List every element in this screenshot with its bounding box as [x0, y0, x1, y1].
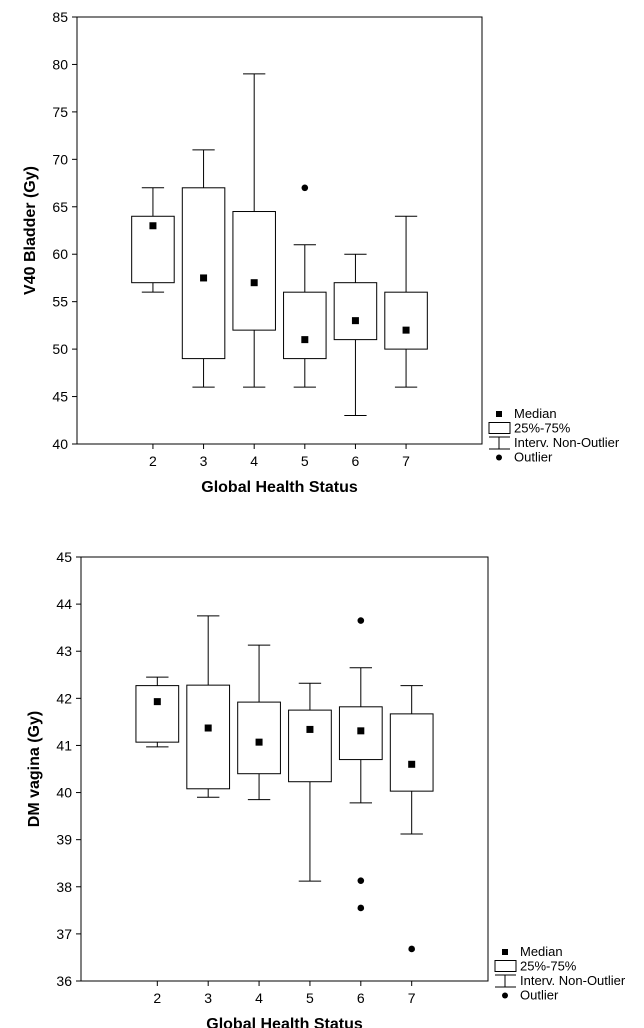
y-tick-label: 85: [52, 9, 68, 25]
box-3: [186, 615, 231, 798]
iqr-box: [181, 187, 226, 360]
y-tick-label: 65: [52, 199, 68, 215]
legend-outlier-label: Outlier: [520, 988, 559, 1003]
median-marker: [402, 326, 410, 334]
legend-whisker-label: Interv. Non-Outlier: [520, 973, 626, 988]
legend-median-label: Median: [520, 944, 563, 959]
legend-box-label: 25%-75%: [514, 421, 571, 436]
outlier-point: [301, 184, 309, 192]
legend-median-swatch: [496, 411, 502, 417]
median-marker: [255, 738, 263, 746]
y-tick-label: 37: [56, 926, 72, 942]
x-tick-label: 2: [153, 990, 161, 1006]
legend-outlier-swatch: [496, 454, 502, 461]
median-marker: [204, 724, 212, 732]
box-2: [131, 187, 175, 293]
x-axis-title: Global Health Status: [206, 1016, 363, 1028]
outlier-point: [357, 617, 365, 624]
y-tick-label: 39: [56, 832, 72, 848]
legend-whisker-label: Interv. Non-Outlier: [514, 435, 620, 450]
iqr-box: [333, 282, 378, 341]
box-5: [283, 184, 327, 388]
x-tick-label: 4: [250, 453, 258, 469]
x-tick-label: 5: [306, 990, 314, 1006]
legend-median-swatch: [502, 949, 508, 955]
legend-outlier-swatch: [502, 992, 508, 999]
y-axis-title: DM vagina (Gy): [26, 711, 43, 827]
x-tick-label: 5: [301, 453, 309, 469]
y-tick-label: 80: [52, 56, 68, 72]
box-3: [181, 149, 226, 388]
iqr-box: [232, 211, 276, 331]
x-tick-label: 6: [352, 453, 360, 469]
median-marker: [357, 727, 365, 735]
box-6: [333, 253, 378, 417]
plot-frame: [80, 556, 489, 982]
median-marker: [408, 760, 416, 768]
legend-outlier-label: Outlier: [514, 450, 553, 465]
y-tick-label: 45: [56, 549, 72, 565]
iqr-box: [186, 684, 231, 790]
iqr-box: [135, 685, 180, 743]
x-tick-label: 3: [200, 453, 208, 469]
plot-frame: [76, 16, 483, 445]
outlier-point: [408, 945, 415, 953]
legend-median-label: Median: [514, 406, 557, 421]
median-marker: [153, 698, 161, 706]
y-tick-label: 55: [52, 294, 68, 310]
x-axis-title: Global Health Status: [201, 479, 358, 496]
y-tick-label: 60: [52, 246, 68, 262]
x-tick-label: 2: [149, 453, 157, 469]
iqr-box: [389, 713, 434, 792]
x-tick-label: 4: [255, 990, 263, 1006]
iqr-box: [288, 709, 332, 783]
box-2: [135, 676, 180, 748]
box-7: [384, 215, 428, 388]
x-tick-label: 7: [408, 990, 416, 1006]
y-tick-label: 40: [52, 436, 68, 452]
median-marker: [351, 317, 359, 325]
median-marker: [306, 725, 314, 733]
median-marker: [149, 222, 157, 230]
box-4: [237, 644, 281, 801]
y-tick-label: 45: [52, 389, 68, 405]
iqr-box: [283, 291, 327, 360]
y-tick-label: 38: [56, 879, 72, 895]
median-marker: [200, 274, 208, 282]
y-tick-label: 50: [52, 341, 68, 357]
y-tick-label: 41: [56, 737, 72, 753]
box-6: [338, 617, 383, 912]
iqr-box: [384, 291, 428, 350]
box-7: [389, 685, 434, 953]
median-marker: [250, 279, 258, 287]
outlier-point: [357, 877, 365, 884]
box-5: [288, 682, 332, 882]
box-4: [232, 73, 276, 388]
x-tick-label: 3: [204, 990, 212, 1006]
y-tick-label: 43: [56, 643, 72, 659]
y-tick-label: 36: [56, 973, 72, 989]
y-tick-label: 40: [56, 785, 72, 801]
y-tick-label: 75: [52, 104, 68, 120]
x-tick-label: 6: [357, 990, 365, 1006]
legend-box-label: 25%-75%: [520, 959, 577, 974]
outlier-point: [357, 904, 365, 912]
median-marker: [301, 336, 309, 344]
x-tick-label: 7: [402, 453, 410, 469]
legend-box-swatch: [488, 422, 511, 434]
y-axis-title: V40 Bladder (Gy): [22, 166, 39, 295]
y-tick-label: 42: [56, 690, 72, 706]
legend-box-swatch: [494, 960, 517, 972]
y-tick-label: 70: [52, 151, 68, 167]
iqr-box: [237, 701, 281, 775]
y-tick-label: 44: [56, 596, 72, 612]
